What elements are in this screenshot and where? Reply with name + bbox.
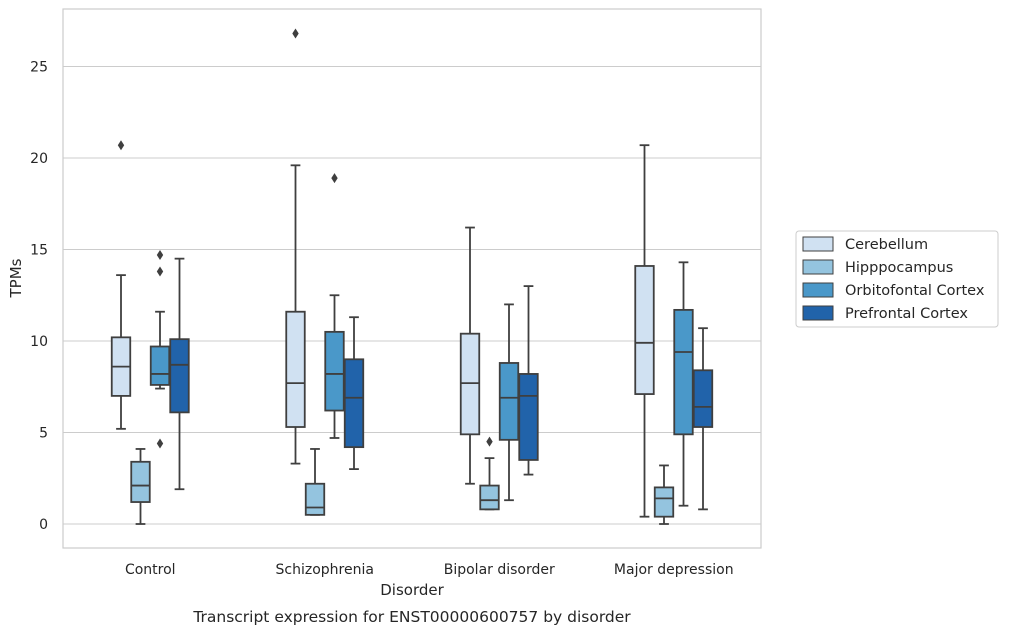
x-tick-label-3: Major depression — [614, 562, 734, 578]
box-1-0 — [130, 448, 151, 525]
box-rect — [479, 484, 500, 511]
y-tick-label-0: 0 — [39, 517, 48, 533]
box-rect — [653, 486, 675, 518]
outlier-0 — [156, 438, 164, 449]
box-rect — [634, 265, 655, 395]
x-tick-labels: Control Schizophrenia Bipolar disorder Majo… — [125, 562, 734, 578]
outlier-0 — [292, 28, 299, 39]
box-3-0 — [169, 257, 190, 491]
box-3-3 — [692, 327, 714, 511]
box-rect — [130, 460, 151, 503]
box-3-1 — [343, 316, 365, 471]
y-tick-label-20: 20 — [30, 151, 48, 167]
box-rect — [343, 358, 365, 449]
box-0-2 — [459, 226, 481, 485]
x-axis-label: Disorder — [380, 581, 444, 599]
outlier-0 — [117, 140, 125, 151]
box-plot-series — [110, 28, 714, 525]
legend-swatch-3 — [802, 305, 834, 321]
box-2-1 — [324, 173, 345, 439]
plot-frame — [62, 8, 762, 549]
box-rect — [169, 338, 190, 414]
y-tick-labels: 0 5 10 15 20 25 — [30, 60, 48, 534]
box-1-2 — [479, 436, 500, 511]
box-rect — [498, 362, 520, 441]
legend-label-2: Orbitofontal Cortex — [845, 283, 985, 299]
legend-frame — [795, 230, 999, 328]
box-rect — [324, 330, 345, 412]
legend-swatch-0 — [802, 236, 834, 252]
y-gridlines — [63, 65, 761, 525]
legend-label-1: Hipppocampus — [845, 260, 953, 276]
legend-label-0: Cerebellum — [845, 237, 928, 253]
box-rect — [692, 369, 714, 428]
x-tick-label-0: Control — [125, 562, 176, 578]
box-rect — [285, 310, 306, 428]
y-tick-label-5: 5 — [39, 426, 48, 442]
x-tick-label-2: Bipolar disorder — [444, 562, 555, 578]
y-tick-label-25: 25 — [30, 60, 48, 76]
box-rect — [149, 345, 171, 386]
box-0-1 — [285, 28, 306, 465]
box-0-3 — [634, 144, 655, 518]
box-2-0 — [149, 249, 171, 449]
outlier-1 — [156, 266, 164, 277]
y-tick-label-15: 15 — [30, 243, 48, 259]
legend-label-3: Prefrontal Cortex — [845, 306, 968, 322]
box-3-2 — [518, 285, 539, 476]
y-tick-label-10: 10 — [30, 334, 48, 350]
box-rect — [304, 482, 326, 516]
box-rect — [459, 332, 481, 436]
outlier-0 — [486, 436, 493, 447]
box-2-2 — [498, 303, 520, 502]
outlier-0 — [331, 173, 338, 184]
box-0-0 — [110, 140, 132, 430]
x-tick-label-1: Schizophrenia — [276, 562, 374, 578]
legend: Cerebellum Hipppocampus Orbitofontal Corte… — [795, 230, 999, 328]
outlier-2 — [156, 249, 164, 260]
y-axis-label: TPMs — [7, 258, 25, 298]
chart-caption: Transcript expression for ENST0000060075… — [192, 608, 631, 626]
box-rect — [673, 308, 694, 436]
legend-swatch-1 — [802, 259, 834, 275]
legend-swatch-2 — [802, 282, 834, 298]
box-rect — [518, 373, 539, 461]
box-1-3 — [653, 464, 675, 525]
box-1-1 — [304, 448, 326, 516]
box-2-3 — [673, 261, 694, 507]
